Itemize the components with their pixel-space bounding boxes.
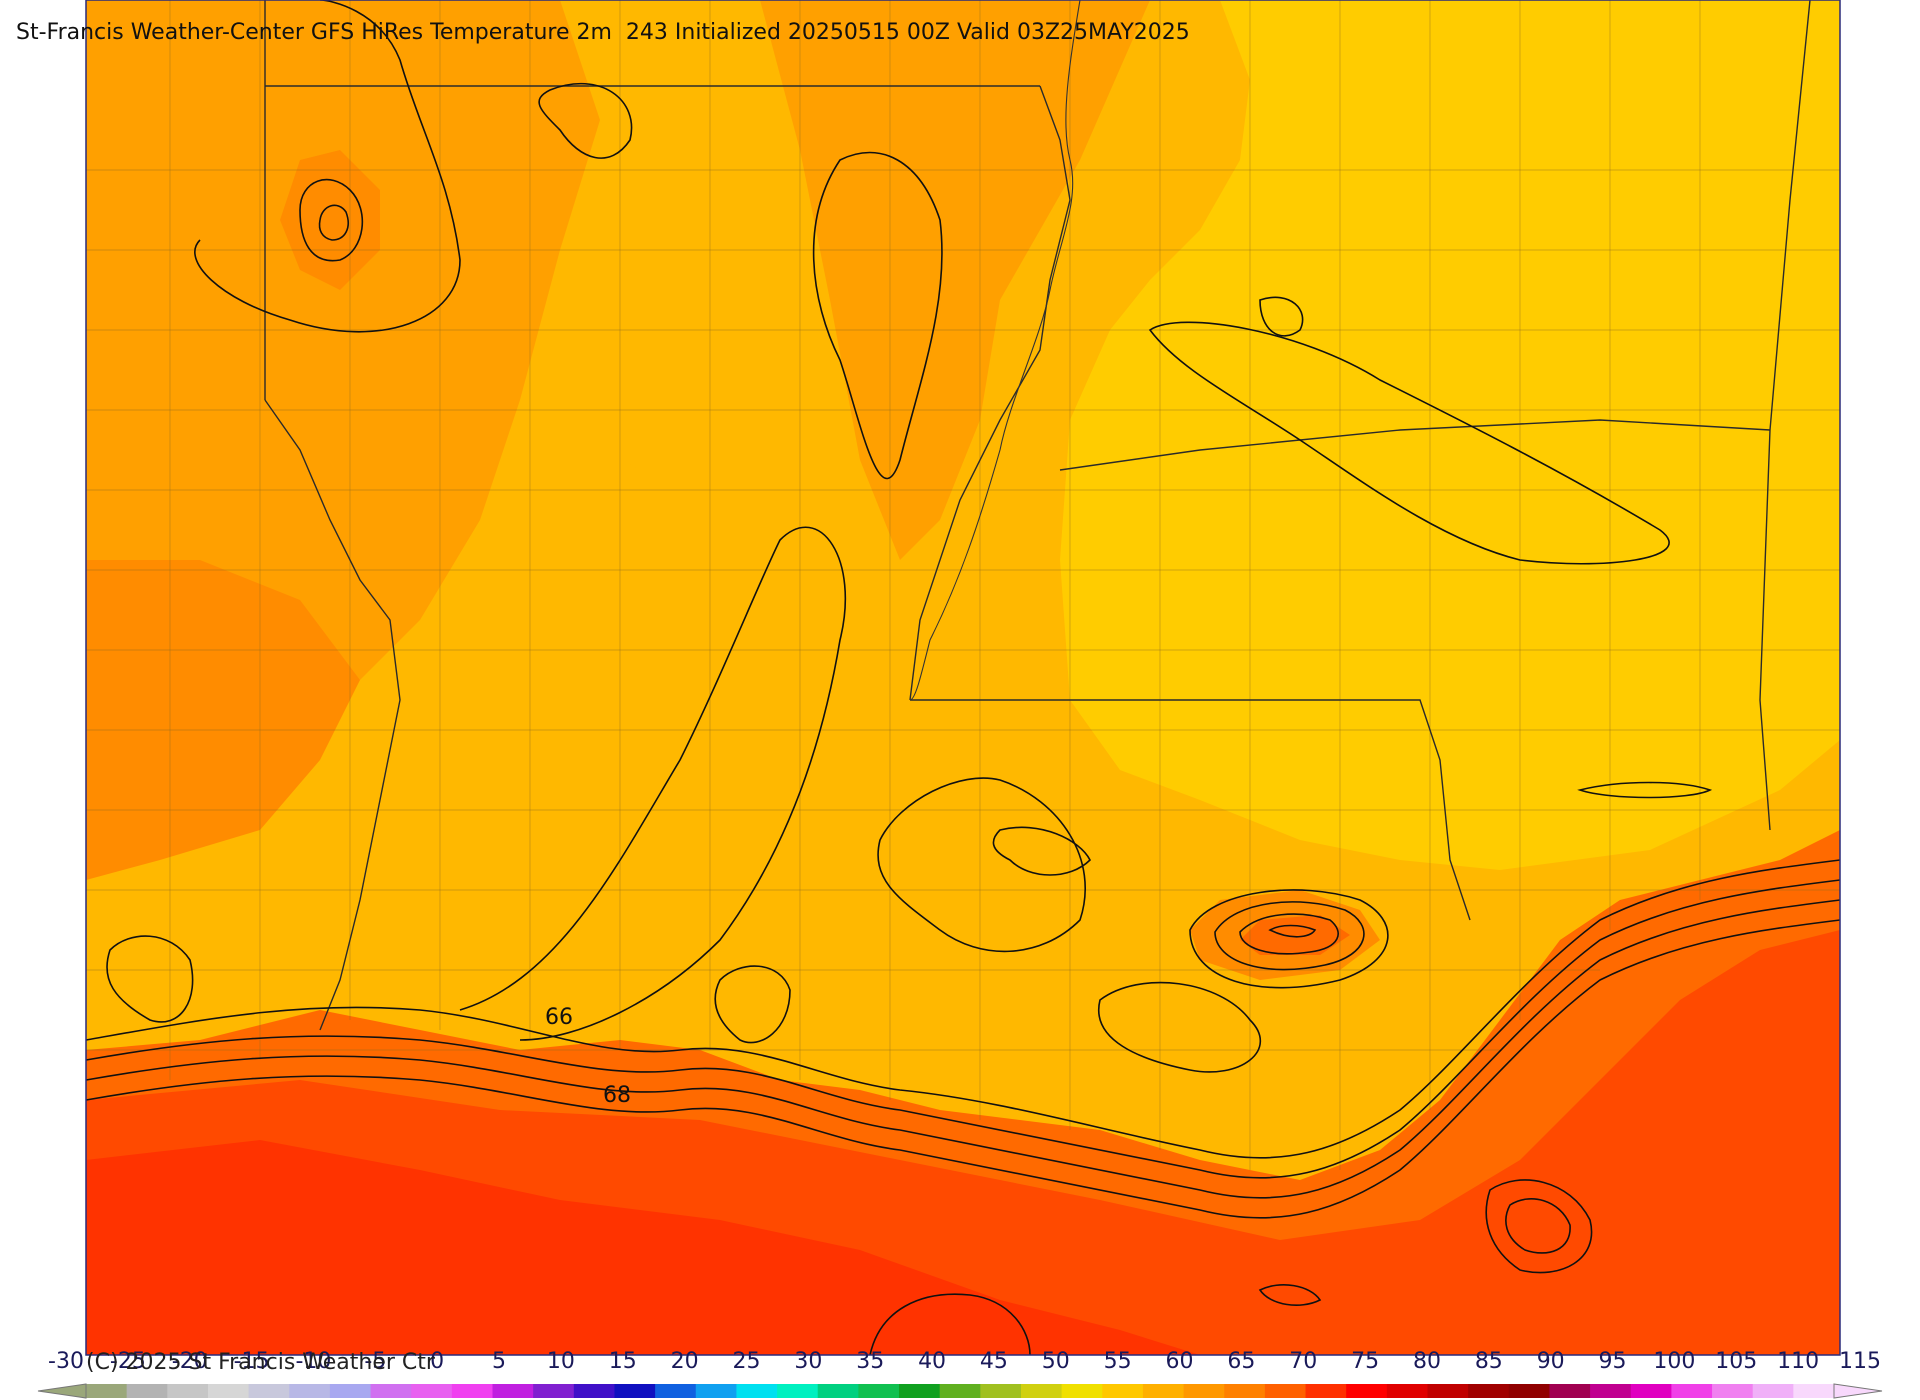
colorbar-swatch [899,1384,941,1398]
colorbar-swatch [167,1384,209,1398]
colorbar-swatch [1590,1384,1632,1398]
colorbar-swatch [1793,1384,1835,1398]
colorbar-swatch [86,1384,128,1398]
colorbar-labels: -30 -25 -20 -15 -10 -5 0 5 10 15 20 25 30 35 40 45 50 55 6… [48,1349,1881,1374]
colorbar-swatch [573,1384,615,1398]
colorbar-swatch [207,1384,250,1398]
colorbar-swatch [1386,1384,1428,1398]
colorbar-tick-label: 50 [1042,1349,1070,1374]
colorbar-tick-label: 20 [671,1349,699,1374]
colorbar-tick-label: 10 [547,1349,575,1374]
colorbar-swatch [655,1384,697,1398]
colorbar-tick-label: -30 [48,1349,84,1374]
colorbar-swatch [451,1384,494,1398]
colorbar-tick-label: 30 [794,1349,822,1374]
contour-label-68: 68 [603,1083,631,1108]
colorbar-swatch [980,1384,1022,1398]
colorbar-swatch [289,1384,331,1398]
state-borders [264,0,1811,1031]
colorbar-tick-label: -20 [172,1349,208,1374]
colorbar-tick-label: 55 [1104,1349,1132,1374]
colorbar-swatch [817,1384,859,1398]
colorbar-swatch [1061,1384,1103,1398]
colorbar-swatch [1102,1384,1144,1398]
colorbar-swatch [411,1384,453,1398]
colorbar-swatch [1508,1384,1550,1398]
fill-arkansas-hot [280,150,380,290]
colorbar-tick-label: 25 [732,1349,760,1374]
copyright-text: (C) 2025 St Francis Weather Ctr [86,1350,435,1375]
colorbar-swatch [1549,1384,1591,1398]
colorbar [37,1383,1883,1399]
colorbar-tick-label: 70 [1289,1349,1317,1374]
fill-gulf-hot [86,1140,1200,1355]
colorbar-swatch [533,1384,575,1398]
colorbar-swatch [858,1384,900,1398]
colorbar-swatch [736,1384,778,1398]
colorbar-left-arrow [37,1383,87,1399]
colorbar-tick-label: -25 [110,1349,146,1374]
fill-central-band [580,330,760,470]
colorbar-swatch [695,1384,737,1398]
temperature-fill [86,0,1840,1355]
colorbar-tick-label: 105 [1715,1349,1757,1374]
colorbar-tick-label: 40 [918,1349,946,1374]
colorbar-swatch [1468,1384,1510,1398]
colorbar-swatch [1752,1384,1794,1398]
fill-louisiana-core [1240,915,1350,955]
colorbar-tick-label: 15 [609,1349,637,1374]
temperature-contours [86,0,1840,1355]
colorbar-swatch [126,1384,168,1398]
colorbar-swatch [1671,1384,1713,1398]
colorbar-tick-label: 85 [1475,1349,1503,1374]
colorbar-tick-label: -15 [234,1349,270,1374]
colorbar-swatch [614,1384,656,1398]
colorbar-swatch [1427,1384,1469,1398]
colorbar-swatch [1712,1384,1754,1398]
colorbar-swatch [370,1384,412,1398]
colorbar-swatch [1305,1384,1347,1398]
colorbar-swatch [1020,1384,1063,1398]
colorbar-tick-label: 45 [980,1349,1008,1374]
colorbar-tick-label: 0 [430,1349,444,1374]
county-lines [86,0,1840,1170]
fill-west-hot [86,560,360,880]
colorbar-tick-label: -10 [295,1349,331,1374]
map-frame [85,0,1841,1356]
colorbar-tick-label: 60 [1166,1349,1194,1374]
colorbar-tick-label: 80 [1413,1349,1441,1374]
colorbar-swatch [777,1384,819,1398]
contour-label-66: 66 [545,1005,573,1030]
colorbar-swatch [1224,1384,1266,1398]
colorbar-tick-label: 65 [1227,1349,1255,1374]
colorbar-tick-label: 5 [492,1349,506,1374]
fill-north-band [1060,0,1840,870]
colorbar-swatch [1142,1384,1185,1398]
colorbar-swatch [1264,1384,1307,1398]
colorbar-swatch [1346,1384,1388,1398]
colorbar-swatch [329,1384,372,1398]
map-title: St-Francis Weather-Center GFS HiRes Temp… [16,20,1190,45]
colorbar-tick-label: 75 [1351,1349,1379,1374]
colorbar-tick-label: 100 [1653,1349,1695,1374]
colorbar-tick-label: 110 [1777,1349,1819,1374]
colorbar-swatch [1630,1384,1672,1398]
colorbar-swatch [248,1384,290,1398]
colorbar-tick-label: 95 [1599,1349,1627,1374]
colorbar-tick-label: 90 [1537,1349,1565,1374]
colorbar-swatch [492,1384,534,1398]
rivers [909,0,1081,701]
colorbar-swatch [1183,1384,1225,1398]
colorbar-tick-label: -5 [364,1349,386,1374]
colorbar-right-arrow [1833,1383,1883,1399]
colorbar-swatch [939,1384,981,1398]
colorbar-tick-label: 35 [856,1349,884,1374]
colorbar-tick-label: 115 [1839,1349,1881,1374]
